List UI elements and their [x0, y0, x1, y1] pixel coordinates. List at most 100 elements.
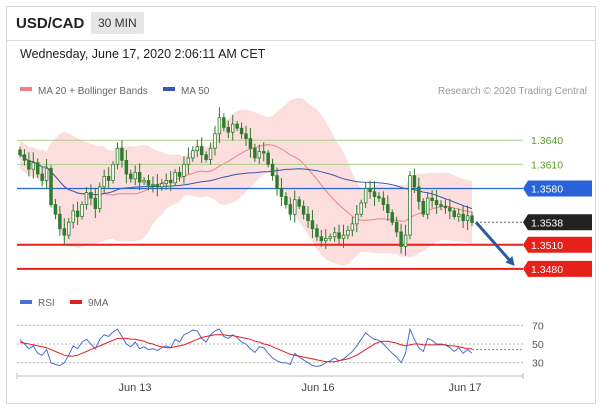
candle [359, 199, 363, 218]
rsi-legend-swatch [20, 300, 32, 304]
level-1-3480-label: 1.3480 [531, 264, 563, 276]
candle [102, 169, 106, 194]
candle-body [319, 236, 324, 242]
candle [381, 191, 386, 211]
candle [253, 143, 257, 162]
candle-body [62, 228, 67, 236]
candle [461, 206, 465, 228]
candle-body [324, 237, 328, 242]
candle-body [98, 186, 102, 209]
candle-body [35, 162, 40, 175]
candle-body [71, 210, 75, 223]
candle [408, 171, 412, 240]
timeframe-badge[interactable]: 30 MIN [91, 12, 144, 34]
candle [89, 184, 93, 206]
candle [98, 182, 102, 213]
candle-body [129, 173, 133, 180]
candle [124, 149, 129, 184]
candle-body [133, 171, 137, 180]
rsi-tick-30: 30 [532, 358, 544, 370]
candle-body [350, 223, 355, 231]
rsi-legend: RSI 9MA [20, 298, 109, 309]
rsi-tick-70: 70 [532, 320, 544, 332]
candle [199, 137, 204, 164]
candle [44, 159, 49, 189]
level-1-3510-tag [523, 236, 592, 253]
candle [40, 167, 44, 187]
candle-body [266, 152, 270, 165]
rsi-ma-legend-swatch [70, 300, 82, 304]
symbol-title: USD/CAD [16, 15, 85, 32]
candle-body [115, 147, 120, 165]
candle-body [452, 210, 457, 218]
level-1-3538-label: 1.3538 [531, 217, 563, 229]
candle [35, 158, 40, 178]
candle [417, 177, 421, 210]
candle-body [18, 149, 22, 156]
candle-body [412, 175, 417, 188]
candle-body [204, 154, 208, 160]
candle-body [297, 199, 301, 207]
candle [217, 107, 222, 144]
candle [164, 173, 168, 190]
candle [67, 217, 71, 240]
candle-body [226, 126, 231, 133]
rsi-line [19, 327, 473, 367]
level-1-3480-tag [523, 260, 592, 277]
candle [434, 190, 439, 214]
rsi-legend-label: RSI [38, 298, 55, 309]
research-credit: Research © 2020 Trading Central [438, 86, 587, 97]
candle-body [301, 205, 306, 215]
candle-body [80, 204, 84, 218]
candle-body [208, 147, 213, 160]
candle-body [408, 175, 412, 236]
candle-body [244, 133, 248, 140]
candle-body [403, 234, 408, 247]
candle-body [284, 196, 288, 205]
chart-datetime: Wednesday, June 17, 2020 2:06:11 AM CET [20, 47, 266, 61]
candle-body [89, 192, 93, 199]
candle-body [106, 176, 111, 181]
candle-body [288, 204, 293, 215]
candle [270, 158, 275, 181]
candle [27, 152, 31, 177]
candle [315, 224, 319, 241]
candle [288, 197, 293, 221]
candle [71, 204, 75, 229]
candle-body [310, 220, 315, 230]
candle [129, 169, 133, 183]
rsi-ma-legend-label: 9MA [88, 298, 109, 309]
candle-body [168, 180, 173, 184]
candle-body [186, 157, 191, 165]
candle [146, 174, 151, 191]
candle [111, 161, 115, 184]
candle-body [425, 197, 430, 215]
candle [465, 205, 470, 231]
candle-body [40, 173, 44, 181]
candle-body [58, 213, 62, 230]
candle [84, 186, 89, 210]
candle [350, 217, 355, 237]
candle [49, 165, 53, 208]
candle-body [315, 228, 319, 238]
candle-body [470, 215, 474, 223]
candle-body [27, 159, 31, 170]
candle-body [430, 197, 434, 201]
candle-body [377, 196, 381, 199]
candle-body [372, 191, 377, 197]
candle [368, 180, 372, 199]
candle [377, 192, 381, 203]
candle [319, 229, 324, 247]
candle-body [120, 147, 124, 161]
candle [456, 208, 461, 222]
candle-body [257, 151, 262, 159]
candle [266, 149, 270, 168]
candle-body [328, 236, 332, 239]
candle [115, 142, 120, 170]
candle [195, 139, 199, 157]
candle [284, 192, 288, 209]
candle [346, 225, 350, 240]
candle [230, 114, 235, 141]
forecast-arrow-shaft [474, 221, 514, 264]
candle [341, 224, 346, 248]
